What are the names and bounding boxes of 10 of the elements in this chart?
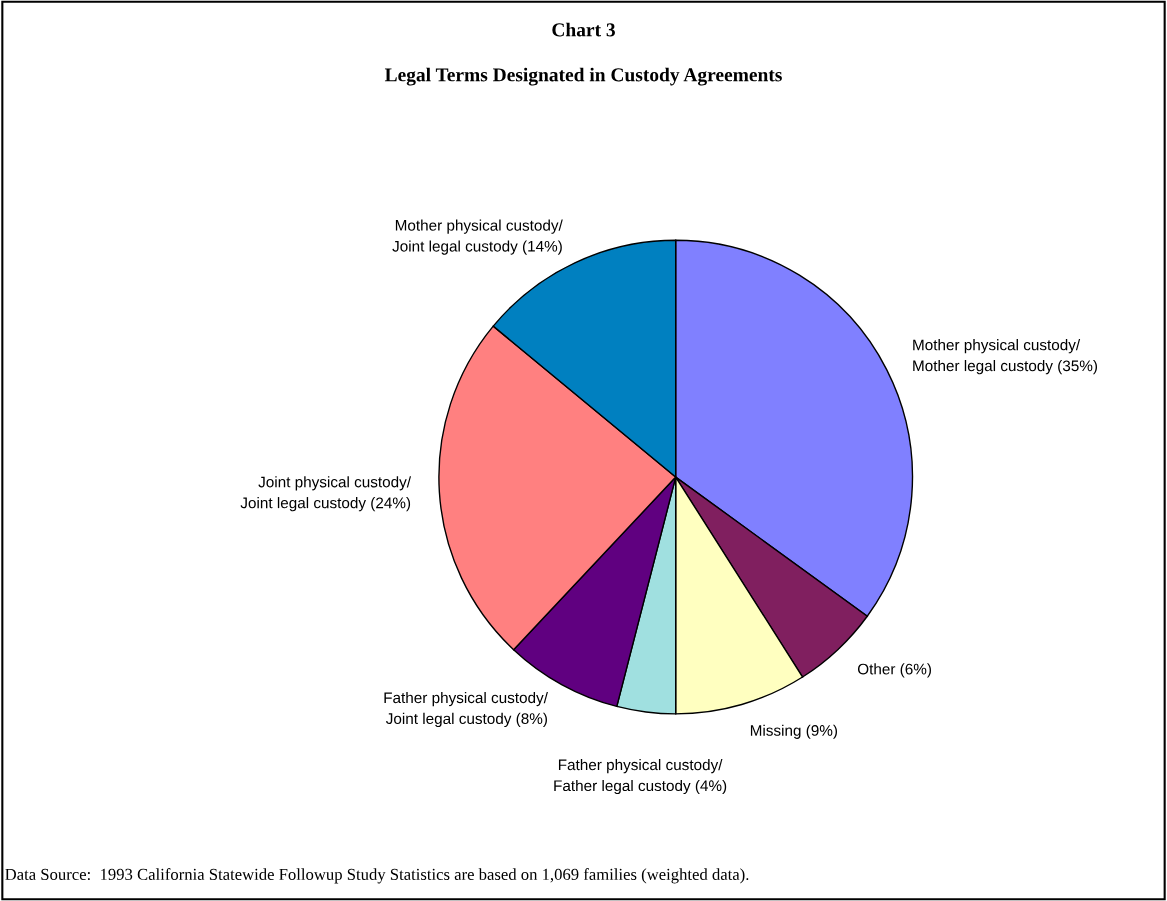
slice-label: Father physical custody/ Father legal custody (4%) xyxy=(554,758,727,795)
slice-label: Mother physical custody/ Mother legal custody (35%) xyxy=(913,339,1098,375)
source-note: Data Source: 1993 California Statewide Followup Study Statistics are based on 1,069 families (weighted data). xyxy=(5,868,749,884)
slice-label: Father physical custody/ Joint legal custody (8%) xyxy=(384,691,548,728)
slice-label: Missing (9%) xyxy=(750,724,838,739)
slice-label: Joint physical custody/ Joint legal custody (24%) xyxy=(240,476,412,512)
chart-title: Chart 3 xyxy=(552,22,615,37)
slice-label: Mother physical custody/ Joint legal custody (14%) xyxy=(392,219,563,255)
slice-label: Other (6%) xyxy=(857,663,931,678)
chart-subtitle: Legal Terms Designated in Custody Agreements xyxy=(384,67,782,86)
